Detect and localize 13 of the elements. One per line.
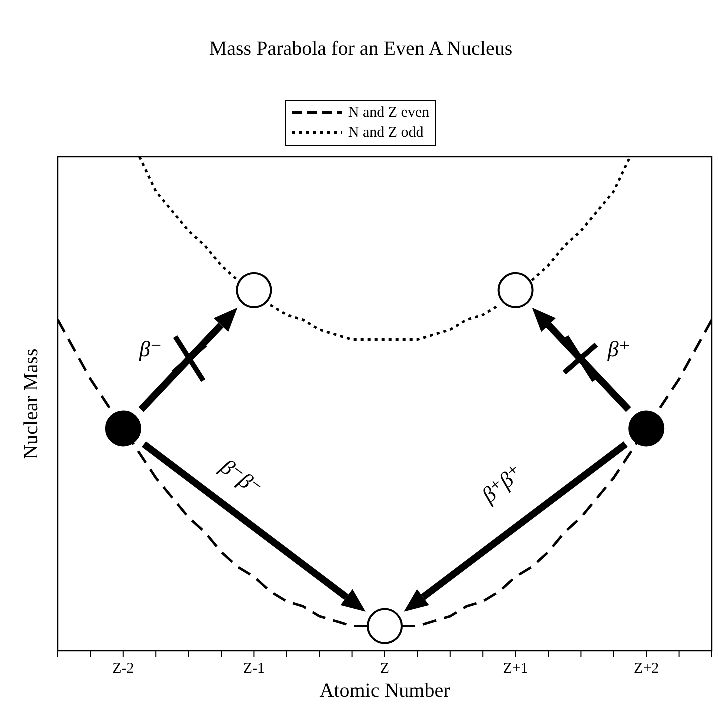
x-tick-label: Z+2	[634, 661, 660, 677]
x-tick-label: Z-2	[112, 661, 134, 677]
x-axis-title: Atomic Number	[318, 680, 452, 703]
legend-label: N and Z odd	[348, 124, 424, 142]
annotation: β⁻	[138, 336, 162, 362]
y-axis-title: Nuclear Mass	[20, 348, 44, 460]
legend-label: N and Z even	[348, 104, 430, 122]
x-tick-label: Z	[380, 661, 390, 677]
annotation: β⁻β⁻	[215, 453, 268, 502]
annotation: β⁺	[606, 336, 630, 362]
x-tick-label: Z-1	[243, 661, 266, 677]
chart-title: Mass Parabola for an Even A Nucleus	[208, 38, 514, 61]
x-tick-label: Z+1	[503, 661, 528, 677]
